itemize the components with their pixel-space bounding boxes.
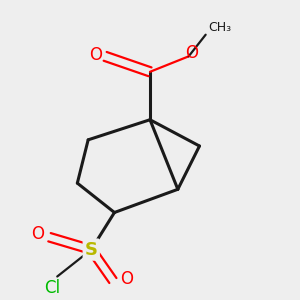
Text: O: O [89,46,102,64]
Text: Cl: Cl [44,279,61,297]
Text: O: O [31,225,44,243]
Text: O: O [120,270,133,288]
Text: CH₃: CH₃ [208,21,231,34]
Text: O: O [185,44,198,62]
Text: S: S [85,241,98,259]
